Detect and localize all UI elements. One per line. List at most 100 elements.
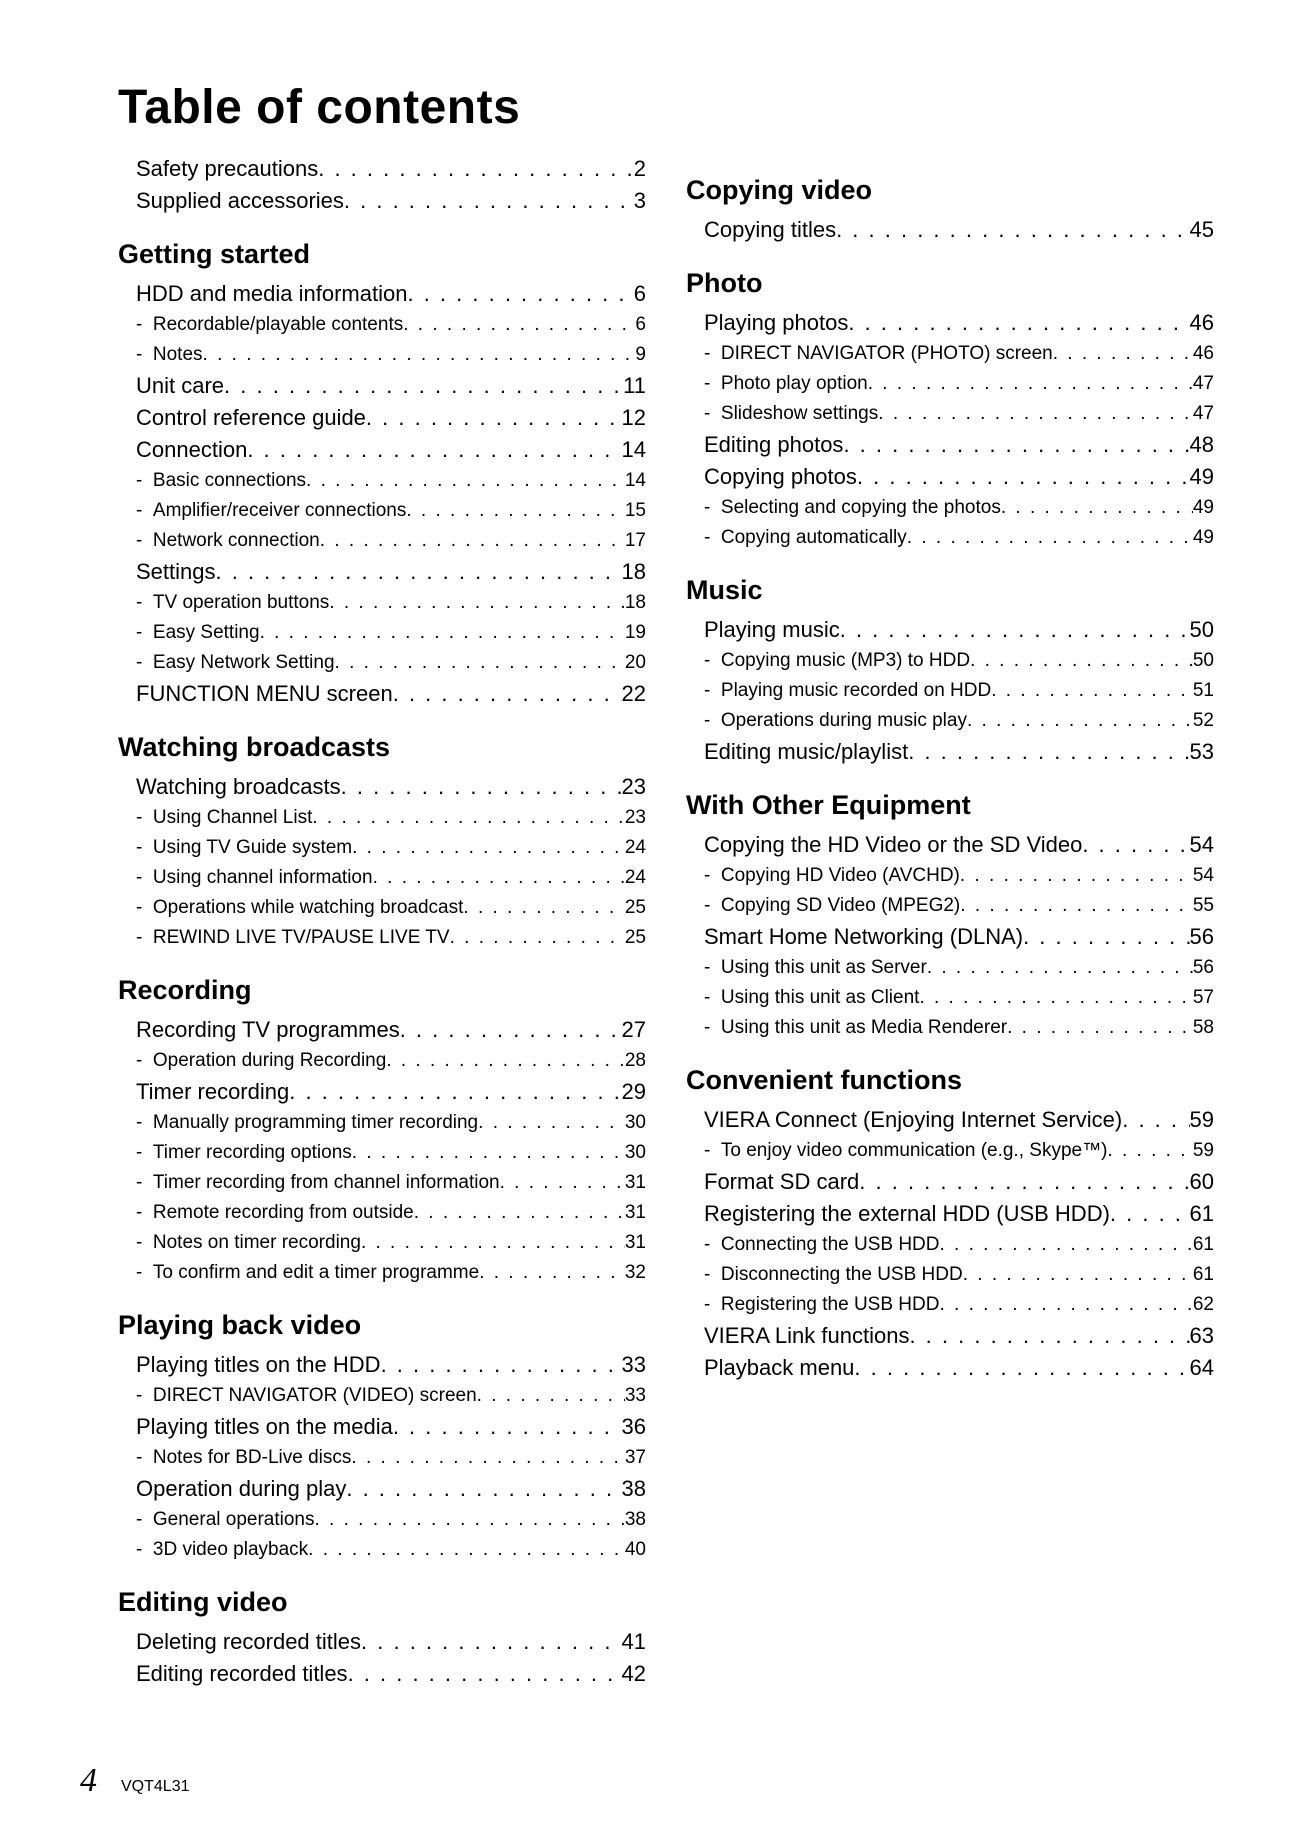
toc-entry-page: 62 [1193, 1290, 1214, 1320]
toc-subentry[interactable]: Easy Network Setting20 [118, 648, 646, 678]
toc-entry[interactable]: Safety precautions2 [118, 153, 646, 185]
toc-subentry[interactable]: Slideshow settings47 [686, 399, 1214, 429]
toc-subentry[interactable]: Timer recording options30 [118, 1138, 646, 1168]
toc-entry[interactable]: Control reference guide12 [118, 402, 646, 434]
toc-entry[interactable]: Supplied accessories3 [118, 185, 646, 217]
toc-entry[interactable]: Unit care11 [118, 370, 646, 402]
toc-column-right: Copying videoCopying titles45PhotoPlayin… [686, 153, 1214, 1690]
toc-subentry[interactable]: Copying music (MP3) to HDD50 [686, 646, 1214, 676]
toc-leader-dots [857, 461, 1190, 493]
toc-leader-dots [407, 278, 633, 310]
toc-entry-page: 31 [625, 1198, 646, 1228]
toc-subentry[interactable]: DIRECT NAVIGATOR (PHOTO) screen46 [686, 339, 1214, 369]
toc-entry-label: Copying SD Video (MPEG2) [704, 891, 960, 921]
toc-entry[interactable]: Deleting recorded titles41 [118, 1626, 646, 1658]
toc-subentry[interactable]: Using this unit as Client57 [686, 983, 1214, 1013]
toc-subentry[interactable]: Basic connections14 [118, 466, 646, 496]
toc-entry-label: Registering the USB HDD [704, 1290, 939, 1320]
toc-subentry[interactable]: Photo play option47 [686, 369, 1214, 399]
toc-subentry[interactable]: Notes for BD-Live discs37 [118, 1443, 646, 1473]
toc-entry-label: Network connection [136, 526, 320, 556]
toc-subentry[interactable]: Recordable/playable contents6 [118, 310, 646, 340]
toc-subentry[interactable]: TV operation buttons18 [118, 588, 646, 618]
toc-subentry[interactable]: To enjoy video communication (e.g., Skyp… [686, 1136, 1214, 1166]
toc-entry[interactable]: Settings18 [118, 556, 646, 588]
toc-leader-dots [478, 1108, 625, 1138]
toc-subentry[interactable]: Using this unit as Server56 [686, 953, 1214, 983]
toc-subentry[interactable]: Disconnecting the USB HDD61 [686, 1260, 1214, 1290]
toc-entry[interactable]: Copying titles45 [686, 214, 1214, 246]
page-title: Table of contents [118, 80, 1209, 135]
toc-entry-page: 50 [1190, 614, 1214, 646]
toc-entry[interactable]: Playing photos46 [686, 307, 1214, 339]
toc-subentry[interactable]: Remote recording from outside31 [118, 1198, 646, 1228]
toc-entry[interactable]: Editing recorded titles42 [118, 1658, 646, 1690]
toc-entry[interactable]: Smart Home Networking (DLNA)56 [686, 921, 1214, 953]
toc-entry-label: Basic connections [136, 466, 306, 496]
toc-subentry[interactable]: Playing music recorded on HDD51 [686, 676, 1214, 706]
toc-subentry[interactable]: Timer recording from channel information… [118, 1168, 646, 1198]
toc-entry[interactable]: Connection14 [118, 434, 646, 466]
toc-subentry[interactable]: Using channel information24 [118, 863, 646, 893]
toc-entry-label: REWIND LIVE TV/PAUSE LIVE TV [136, 923, 450, 953]
toc-column-left: Safety precautions2Supplied accessories3… [118, 153, 646, 1690]
toc-subentry[interactable]: Copying SD Video (MPEG2)55 [686, 891, 1214, 921]
toc-subentry[interactable]: Operations during music play52 [686, 706, 1214, 736]
toc-subentry[interactable]: Registering the USB HDD 62 [686, 1290, 1214, 1320]
toc-leader-dots [848, 307, 1189, 339]
toc-subentry[interactable]: Copying HD Video (AVCHD)54 [686, 861, 1214, 891]
toc-entry-label: VIERA Connect (Enjoying Internet Service… [704, 1104, 1122, 1136]
toc-entry[interactable]: FUNCTION MENU screen22 [118, 678, 646, 710]
toc-entry[interactable]: Watching broadcasts23 [118, 771, 646, 803]
toc-entry[interactable]: Recording TV programmes27 [118, 1014, 646, 1046]
toc-entry[interactable]: HDD and media information6 [118, 278, 646, 310]
toc-entry-label: Operation during Recording [136, 1046, 386, 1076]
toc-subentry[interactable]: Notes9 [118, 340, 646, 370]
toc-subentry[interactable]: Amplifier/receiver connections15 [118, 496, 646, 526]
toc-entry[interactable]: VIERA Link functions63 [686, 1320, 1214, 1352]
toc-entry[interactable]: Editing music/playlist53 [686, 736, 1214, 768]
toc-subentry[interactable]: Operations while watching broadcast25 [118, 893, 646, 923]
toc-subentry[interactable]: Notes on timer recording31 [118, 1228, 646, 1258]
toc-subentry[interactable]: Network connection17 [118, 526, 646, 556]
toc-entry[interactable]: Playing music50 [686, 614, 1214, 646]
toc-entry-page: 54 [1193, 861, 1214, 891]
toc-entry[interactable]: Playback menu64 [686, 1352, 1214, 1384]
toc-entry[interactable]: Copying the HD Video or the SD Video54 [686, 829, 1214, 861]
toc-section-heading: Recording [118, 975, 646, 1006]
toc-entry[interactable]: Playing titles on the HDD 33 [118, 1349, 646, 1381]
toc-subentry[interactable]: Connecting the USB HDD61 [686, 1230, 1214, 1260]
toc-subentry[interactable]: Easy Setting19 [118, 618, 646, 648]
toc-entry-page: 24 [625, 863, 646, 893]
toc-entry-page: 18 [625, 588, 646, 618]
toc-entry-page: 61 [1193, 1260, 1214, 1290]
toc-subentry[interactable]: Using Channel List23 [118, 803, 646, 833]
toc-entry-label: Operations while watching broadcast [136, 893, 463, 923]
toc-subentry[interactable]: Copying automatically49 [686, 523, 1214, 553]
toc-subentry[interactable]: 3D video playback40 [118, 1535, 646, 1565]
toc-entry[interactable]: Copying photos49 [686, 461, 1214, 493]
toc-entry[interactable]: Playing titles on the media36 [118, 1411, 646, 1443]
toc-entry[interactable]: VIERA Connect (Enjoying Internet Service… [686, 1104, 1214, 1136]
toc-entry-label: Copying the HD Video or the SD Video [704, 829, 1082, 861]
toc-subentry[interactable]: To confirm and edit a timer programme32 [118, 1258, 646, 1288]
toc-entry[interactable]: Timer recording29 [118, 1076, 646, 1108]
toc-subentry[interactable]: Selecting and copying the photos49 [686, 493, 1214, 523]
toc-subentry[interactable]: DIRECT NAVIGATOR (VIDEO) screen33 [118, 1381, 646, 1411]
toc-entry-label: Playing titles on the HDD [136, 1349, 381, 1381]
toc-entry[interactable]: Operation during play38 [118, 1473, 646, 1505]
toc-entry[interactable]: Registering the external HDD (USB HDD)61 [686, 1198, 1214, 1230]
toc-entry-page: 49 [1193, 523, 1214, 553]
toc-subentry[interactable]: General operations38 [118, 1505, 646, 1535]
toc-entry[interactable]: Format SD card60 [686, 1166, 1214, 1198]
toc-entry-label: Using this unit as Server [704, 953, 927, 983]
toc-subentry[interactable]: REWIND LIVE TV/PAUSE LIVE TV25 [118, 923, 646, 953]
toc-entry-page: 33 [622, 1349, 646, 1381]
toc-subentry[interactable]: Manually programming timer recording30 [118, 1108, 646, 1138]
toc-subentry[interactable]: Operation during Recording28 [118, 1046, 646, 1076]
toc-entry-label: Selecting and copying the photos [704, 493, 1001, 523]
toc-entry-label: Connection [136, 434, 247, 466]
toc-subentry[interactable]: Using this unit as Media Renderer58 [686, 1013, 1214, 1043]
toc-subentry[interactable]: Using TV Guide system24 [118, 833, 646, 863]
toc-entry[interactable]: Editing photos48 [686, 429, 1214, 461]
